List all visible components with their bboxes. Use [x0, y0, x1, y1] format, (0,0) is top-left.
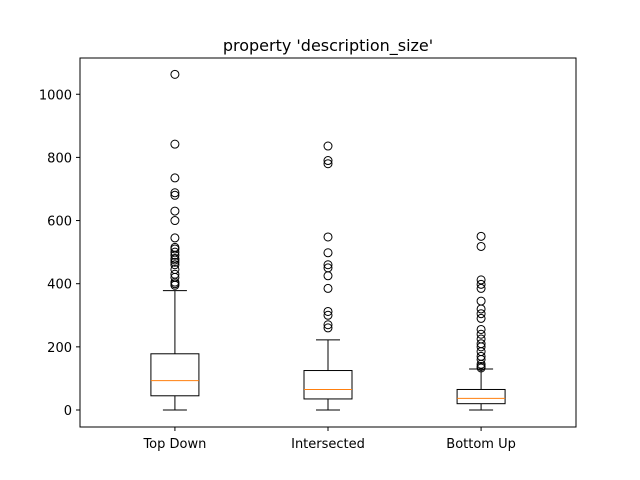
outlier-point [323, 141, 333, 151]
x-tick-label: Top Down [142, 437, 206, 452]
outlier-point [170, 253, 180, 263]
chart-title: property 'description_size' [223, 36, 433, 56]
outlier-point [170, 69, 180, 79]
box-group [456, 231, 506, 411]
outlier-point [170, 260, 180, 270]
outlier-point [476, 313, 486, 323]
outlier-point [476, 324, 486, 334]
outlier-point [170, 188, 180, 198]
y-tick-label: 800 [47, 151, 72, 166]
outlier-point [323, 283, 333, 293]
y-tick-label: 0 [64, 404, 72, 419]
plot-marks [150, 69, 506, 411]
outlier-point [323, 310, 333, 320]
outlier-point [476, 329, 486, 339]
outlier-point [476, 351, 486, 361]
box-iqr [303, 370, 353, 400]
outlier-point [170, 233, 180, 243]
box-iqr [456, 388, 506, 405]
box-group [303, 141, 353, 411]
outlier-point [476, 283, 486, 293]
outlier-point [323, 232, 333, 242]
outlier-point [170, 257, 180, 267]
outlier-point [323, 260, 333, 270]
outlier-point [476, 334, 486, 344]
y-tick-label: 600 [47, 215, 72, 230]
outlier-point [323, 306, 333, 316]
outlier-point [170, 216, 180, 226]
outlier-point [323, 320, 333, 330]
outlier-point [323, 248, 333, 258]
outlier-point [323, 159, 333, 169]
outlier-point [476, 361, 486, 371]
x-tick-label: Intersected [291, 437, 365, 452]
y-axis: 0 200 400 600 800 1000 [39, 88, 80, 419]
box-group [150, 69, 200, 411]
outlier-point [170, 190, 180, 200]
x-axis: Top Down Intersected Bottom Up [142, 427, 516, 452]
plot-frame [79, 57, 577, 428]
outlier-point [170, 173, 180, 183]
outlier-point [476, 309, 486, 319]
outlier-point [170, 242, 180, 252]
outlier-point [323, 156, 333, 166]
outlier-point [323, 323, 333, 333]
outlier-point [476, 339, 486, 349]
outlier-point [476, 296, 486, 306]
outlier-point [323, 263, 333, 273]
outlier-point [476, 241, 486, 251]
outlier-point [170, 139, 180, 149]
outlier-point [170, 264, 180, 274]
outlier-point [476, 275, 486, 285]
y-tick-label: 1000 [39, 88, 72, 103]
y-tick-label: 200 [47, 341, 72, 356]
outlier-point [476, 279, 486, 289]
outlier-point [476, 231, 486, 241]
box-iqr [150, 353, 200, 397]
outlier-point [170, 206, 180, 216]
x-tick-label: Bottom Up [446, 437, 516, 452]
outlier-point [170, 269, 180, 279]
outlier-point [170, 247, 180, 257]
y-tick-label: 400 [47, 278, 72, 293]
